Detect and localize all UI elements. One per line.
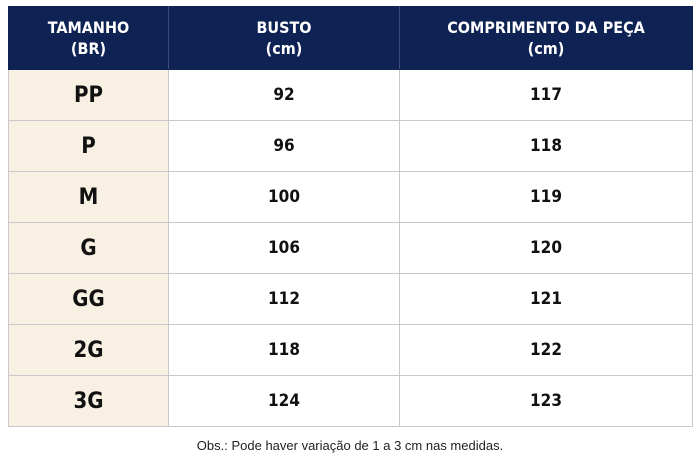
table-row: 3G 124 123 — [8, 375, 693, 427]
length-cell: 117 — [399, 69, 693, 121]
bust-cell: 92 — [168, 69, 400, 121]
table-row: GG 112 121 — [8, 273, 693, 325]
bust-cell: 100 — [168, 171, 400, 223]
table-row: 2G 118 122 — [8, 324, 693, 376]
length-cell: 119 — [399, 171, 693, 223]
length-cell: 123 — [399, 375, 693, 427]
table-header: TAMANHO (BR) BUSTO (cm) COMPRIMENTO DA P… — [8, 6, 693, 70]
header-size-unit: (BR) — [70, 39, 107, 58]
table-body: PP 92 117 P 96 118 M 100 119 G 106 120 G… — [8, 69, 693, 427]
measurement-note: Obs.: Pode haver variação de 1 a 3 cm na… — [196, 438, 504, 453]
length-cell: 118 — [399, 120, 693, 172]
header-row: TAMANHO (BR) BUSTO (cm) COMPRIMENTO DA P… — [8, 6, 693, 70]
bust-cell: 112 — [168, 273, 400, 325]
header-length: COMPRIMENTO DA PEÇA (cm) — [399, 6, 693, 70]
bust-cell: 118 — [168, 324, 400, 376]
bust-cell: 106 — [168, 222, 400, 274]
bust-cell: 124 — [168, 375, 400, 427]
header-length-title: COMPRIMENTO DA PEÇA — [447, 18, 645, 37]
size-cell: G — [8, 222, 169, 274]
table-row: M 100 119 — [8, 171, 693, 223]
header-bust-title: BUSTO — [256, 18, 312, 37]
size-cell: PP — [8, 69, 169, 121]
table-row: PP 92 117 — [8, 69, 693, 121]
length-cell: 122 — [399, 324, 693, 376]
size-cell: P — [8, 120, 169, 172]
table-row: P 96 118 — [8, 120, 693, 172]
header-bust: BUSTO (cm) — [168, 6, 400, 70]
header-size-title: TAMANHO — [47, 18, 130, 37]
header-size: TAMANHO (BR) — [8, 6, 169, 70]
length-cell: 121 — [399, 273, 693, 325]
size-cell: 3G — [8, 375, 169, 427]
size-cell: GG — [8, 273, 169, 325]
size-chart-table: TAMANHO (BR) BUSTO (cm) COMPRIMENTO DA P… — [8, 6, 693, 427]
size-cell: M — [8, 171, 169, 223]
bust-cell: 96 — [168, 120, 400, 172]
size-cell: 2G — [8, 324, 169, 376]
length-cell: 120 — [399, 222, 693, 274]
header-length-unit: (cm) — [527, 39, 565, 58]
header-bust-unit: (cm) — [265, 39, 303, 58]
table-row: G 106 120 — [8, 222, 693, 274]
